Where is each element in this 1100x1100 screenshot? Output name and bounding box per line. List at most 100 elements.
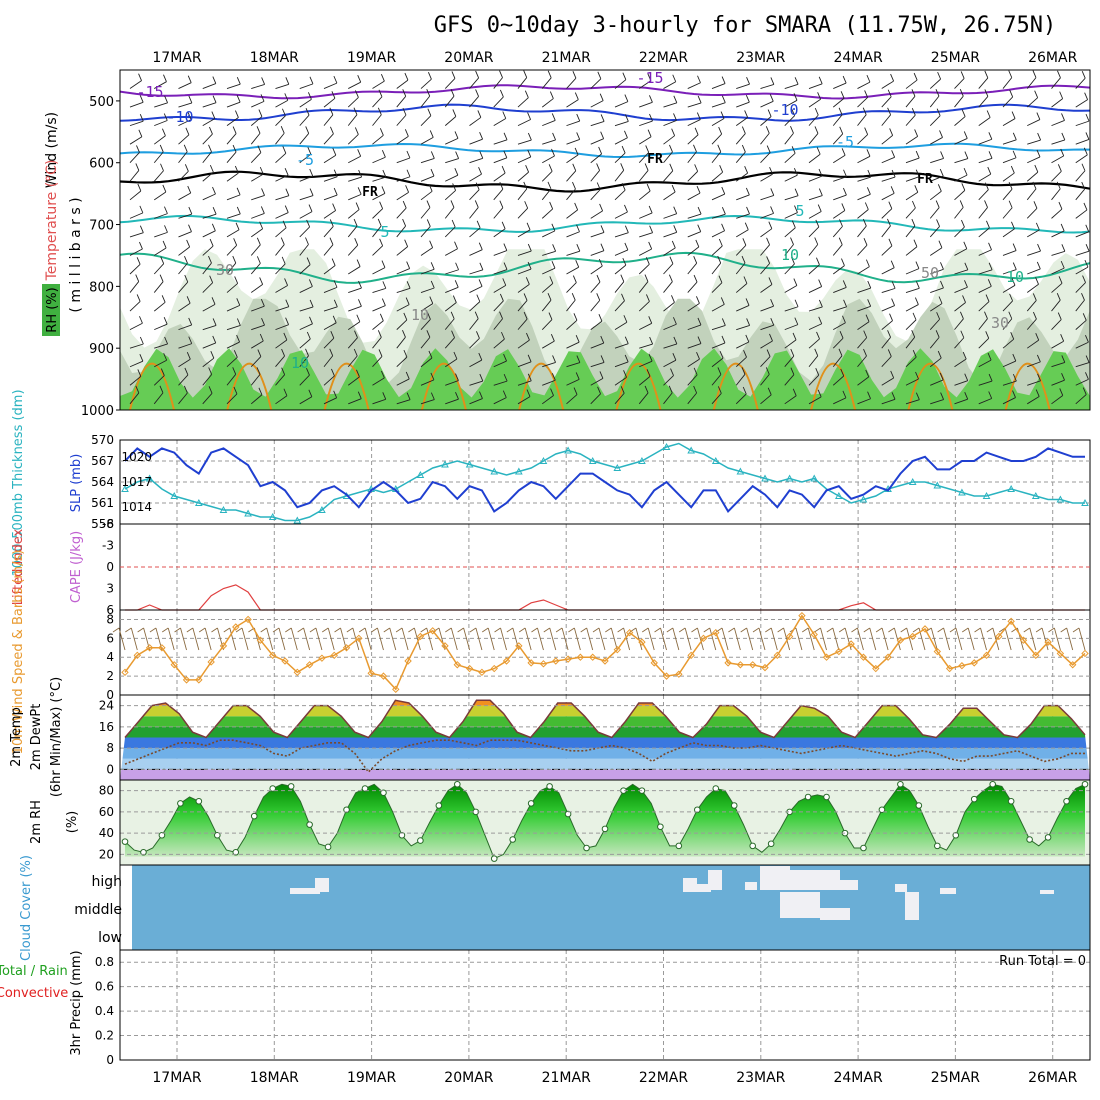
wind-barb (760, 77, 775, 89)
wind10m-marker (1044, 638, 1052, 646)
wind10m-marker (884, 653, 892, 661)
wind-barb (881, 150, 896, 164)
wind10m-barb (666, 627, 680, 651)
wind-barb (905, 169, 920, 182)
wind-barb (638, 163, 649, 182)
wind-barb (687, 224, 702, 238)
wind-barb (711, 126, 723, 145)
wind-barb (469, 166, 482, 182)
wind-barb (178, 75, 192, 89)
wind10m-marker (379, 672, 388, 680)
wind-barb (396, 169, 411, 182)
wind10m-marker (933, 647, 942, 656)
wind-barb (760, 206, 774, 219)
wind-barb (323, 299, 338, 312)
wind-barb (1075, 243, 1090, 256)
wind-barb (469, 220, 481, 238)
wind-barb (250, 237, 261, 256)
wind-barb (639, 241, 653, 256)
wind-barb (930, 372, 944, 386)
wind-barb (372, 281, 387, 293)
rh2m-marker (915, 802, 923, 809)
wind-barb (469, 373, 484, 386)
wind10m-barb (186, 627, 200, 651)
wind-barb (299, 107, 310, 126)
precip-tick-label: 0.6 (95, 980, 114, 994)
cloud-patch (708, 870, 722, 890)
wind-barb (954, 131, 968, 145)
wind10m-marker (982, 651, 991, 660)
thickness-marker (1007, 484, 1015, 492)
wind-barb (614, 130, 628, 145)
wind-barb (517, 389, 531, 405)
wind-barb (687, 164, 699, 182)
rh2m-marker (694, 806, 701, 814)
wind-barb (590, 293, 601, 312)
wind-barb (1075, 313, 1087, 330)
wind-barb (396, 392, 411, 405)
wind-barb (541, 312, 553, 330)
wind-barb (857, 74, 871, 89)
wind-barb (372, 107, 382, 126)
wind-barb (129, 95, 144, 108)
wind-barb (711, 367, 722, 386)
contour-label: 50 (921, 264, 939, 282)
wind-barb (954, 392, 969, 405)
wind-barb (1075, 92, 1089, 108)
contour-label: -15 (636, 69, 663, 87)
wind-barb (541, 388, 554, 405)
thickness-marker (662, 442, 671, 450)
wind10m-tick-label: 6 (106, 631, 114, 645)
wind-barb (711, 76, 726, 89)
wind-barb (638, 73, 652, 89)
wind-barb (154, 74, 167, 89)
wind10m-barb (198, 627, 212, 651)
wind-barb (590, 355, 605, 368)
wind-barb (832, 91, 845, 108)
wind-barb (517, 261, 532, 275)
wind-barb (663, 74, 677, 89)
wind10m-marker (515, 642, 523, 650)
wind-barb (881, 128, 894, 145)
wind-barb (153, 163, 164, 182)
wind10m-marker (625, 628, 634, 637)
wind-barb (881, 370, 895, 386)
wind-barb (784, 126, 794, 145)
wind10m-tick-label: 0 (106, 688, 114, 702)
cape-tick-label: -6 (102, 517, 114, 531)
wind-barb (1026, 181, 1037, 201)
wind-barb (808, 316, 823, 331)
date-label-top: 19MAR (347, 50, 396, 66)
temp2m-labels: 2m Temp 2m DewPt (6hr Min/Max) (°C) (9, 677, 64, 797)
temp-contour-orange (420, 362, 467, 411)
rh2m-marker (952, 831, 960, 839)
wind-barb (881, 186, 895, 201)
wind-barb (905, 129, 919, 145)
wind-barb (566, 355, 581, 368)
wind-barb (905, 392, 920, 405)
wind-barb (323, 348, 334, 368)
wind-barb (881, 260, 895, 275)
wind-barb (299, 219, 311, 238)
rh2m-marker (823, 793, 830, 801)
wind-barb (978, 279, 992, 293)
wind-barb (226, 334, 240, 349)
thickness-marker (121, 484, 129, 492)
rh2m-marker (121, 838, 129, 845)
temp-contour-5 (119, 214, 1091, 234)
rh2m-marker (970, 795, 978, 803)
wind-barb (275, 237, 285, 256)
wind-barb (832, 219, 843, 238)
wind10m-marker (207, 658, 215, 666)
wind-barb (517, 277, 530, 293)
thickness-line (124, 442, 1085, 522)
dewpt2m-line (124, 739, 1085, 774)
wind-barb (614, 163, 625, 182)
wind-barb (226, 222, 240, 238)
rh2m-marker (398, 831, 406, 839)
wind-barb (663, 240, 676, 256)
wind-barb (590, 225, 605, 238)
wind-barb (444, 330, 455, 349)
wind-barb (735, 126, 746, 145)
